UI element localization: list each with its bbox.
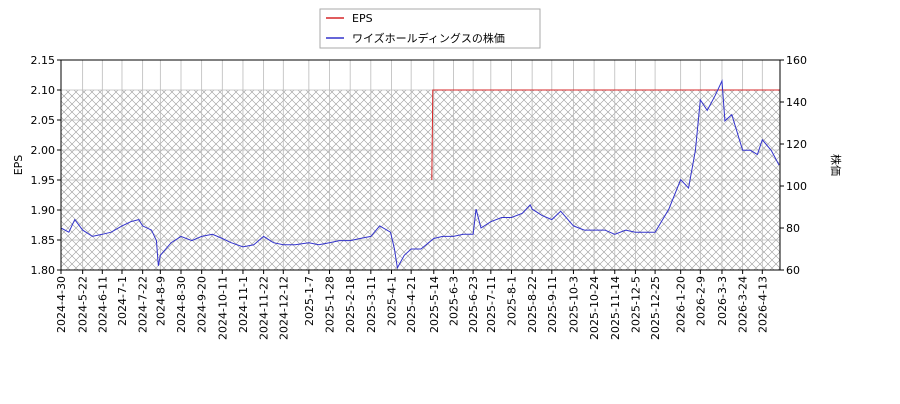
x-tick-label: 2024-7-1 [116, 276, 129, 326]
x-tick-label: 2024-9-20 [196, 276, 209, 333]
x-tick-label: 2025-10-3 [567, 276, 580, 333]
y-axis-label: EPS [12, 155, 25, 176]
x-tick-label: 2025-10-24 [588, 276, 601, 340]
y-tick-label: 1.85 [31, 234, 56, 247]
x-tick-label: 2025-3-11 [365, 276, 378, 333]
y-tick-label: 2.10 [31, 84, 56, 97]
x-tick-label: 2025-6-3 [447, 276, 460, 326]
x-tick-label: 2025-8-22 [526, 276, 539, 333]
y2-tick-label: 120 [786, 138, 807, 151]
series-line [60, 79, 780, 270]
y2-tick-label: 160 [786, 54, 807, 67]
y2-tick-label: 140 [786, 96, 807, 109]
series-line [431, 89, 780, 181]
plot-frame [60, 59, 781, 271]
x-tick-label: 2025-12-25 [649, 276, 662, 340]
legend-label: EPS [352, 12, 373, 25]
x-tick-label: 2025-5-14 [428, 276, 441, 333]
y2-tick-label: 100 [786, 180, 807, 193]
legend-box [319, 8, 541, 49]
y-tick-label: 2.15 [31, 54, 56, 67]
x-tick-label: 2024-8-9 [154, 276, 167, 326]
y-tick-label: 1.80 [31, 264, 56, 277]
x-tick-label: 2025-1-28 [324, 276, 337, 333]
legend-label: ワイズホールディングスの株価 [352, 31, 505, 45]
x-tick-label: 2025-12-5 [629, 276, 642, 333]
y-tick-label: 2.05 [31, 114, 56, 127]
x-tick-label: 2024-7-22 [137, 276, 150, 333]
x-tick-label: 2025-7-11 [485, 276, 498, 333]
x-tick-label: 2026-3-24 [737, 276, 750, 333]
y2-axis-label: 株価 [829, 154, 843, 176]
y-tick-label: 1.90 [31, 204, 56, 217]
x-tick-label: 2024-11-22 [258, 276, 271, 340]
y-tick-label: 1.95 [31, 174, 56, 187]
x-tick-label: 2024-6-11 [96, 276, 109, 333]
x-tick-label: 2024-12-12 [277, 276, 290, 340]
x-tick-label: 2026-1-20 [675, 276, 688, 333]
x-tick-label: 2025-4-1 [385, 276, 398, 326]
x-tick-label: 2025-1-7 [303, 276, 316, 326]
legend: EPS ワイズホールディングスの株価 [319, 8, 541, 49]
x-tick-label: 2026-2-9 [694, 276, 707, 326]
x-tick-label: 2024-11-1 [237, 276, 250, 333]
x-tick-label: 2025-6-23 [467, 276, 480, 333]
x-tick-label: 2025-11-14 [609, 276, 622, 340]
x-tick-label: 2025-9-11 [546, 276, 559, 333]
x-tick-label: 2026-3-3 [716, 276, 729, 326]
x-tick-label: 2024-4-30 [55, 276, 68, 333]
x-tick-label: 2025-2-18 [344, 276, 357, 333]
y-tick-label: 2.00 [31, 144, 56, 157]
x-tick-label: 2026-4-13 [756, 276, 769, 333]
x-tick-label: 2025-8-1 [505, 276, 518, 326]
x-tick-label: 2024-10-11 [216, 276, 229, 340]
x-tick-label: 2025-4-21 [405, 276, 418, 333]
x-tick-label: 2024-8-30 [175, 276, 188, 333]
x-tick-label: 2024-5-22 [77, 276, 90, 333]
y2-tick-label: 60 [786, 264, 800, 277]
y2-tick-label: 80 [786, 222, 800, 235]
